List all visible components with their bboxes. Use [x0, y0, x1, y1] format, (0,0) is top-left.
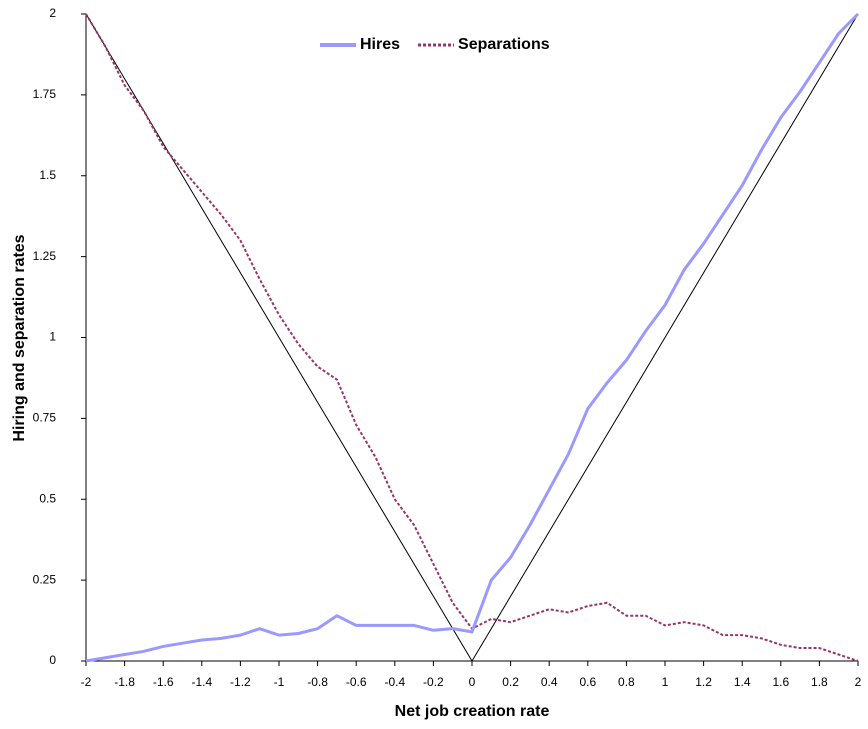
legend-text: Separations [458, 36, 550, 53]
x-tick-label: 1.2 [695, 675, 712, 689]
y-tick-label: 0.25 [33, 572, 57, 586]
legend-text: Hires [360, 36, 400, 53]
reference-line [85, 13, 859, 662]
y-tick-label: 0 [49, 653, 56, 667]
x-tick-label: -1.6 [153, 675, 174, 689]
x-tick-label: 2 [855, 675, 862, 689]
y-tick-label: 0.5 [39, 491, 56, 505]
x-tick-label: -2 [81, 675, 92, 689]
x-tick-label: -0.8 [307, 675, 328, 689]
x-tick-label: -0.4 [384, 675, 405, 689]
y-tick-label: 1.25 [33, 249, 57, 263]
series-line [85, 13, 859, 662]
x-tick-label: 0.2 [502, 675, 519, 689]
x-tick-label: 0 [469, 675, 476, 689]
x-tick-label: -1.4 [191, 675, 212, 689]
y-tick-label: 1.75 [33, 87, 57, 101]
x-tick-label: -1.8 [114, 675, 135, 689]
x-tick-label: -1 [274, 675, 285, 689]
x-tick-label: -1.2 [230, 675, 251, 689]
x-tick-label: 0.8 [618, 675, 635, 689]
y-tick-label: 1.5 [39, 168, 56, 182]
y-tick-label: 1 [49, 330, 56, 344]
y-tick-label: 2 [49, 6, 56, 20]
x-tick-label: 0.6 [579, 675, 596, 689]
y-axis-title: Hiring and separation rates [11, 234, 28, 441]
x-tick-label: 1.4 [734, 675, 751, 689]
x-tick-label: 1.8 [811, 675, 828, 689]
x-tick-label: 1 [662, 675, 669, 689]
y-tick-label: 0.75 [33, 411, 57, 425]
x-tick-label: 1.6 [772, 675, 789, 689]
x-tick-label: -0.6 [346, 675, 367, 689]
series-line [85, 12, 860, 663]
x-axis-title: Net job creation rate [395, 703, 550, 720]
x-tick-label: -0.2 [423, 675, 444, 689]
x-tick-label: 0.4 [541, 675, 558, 689]
